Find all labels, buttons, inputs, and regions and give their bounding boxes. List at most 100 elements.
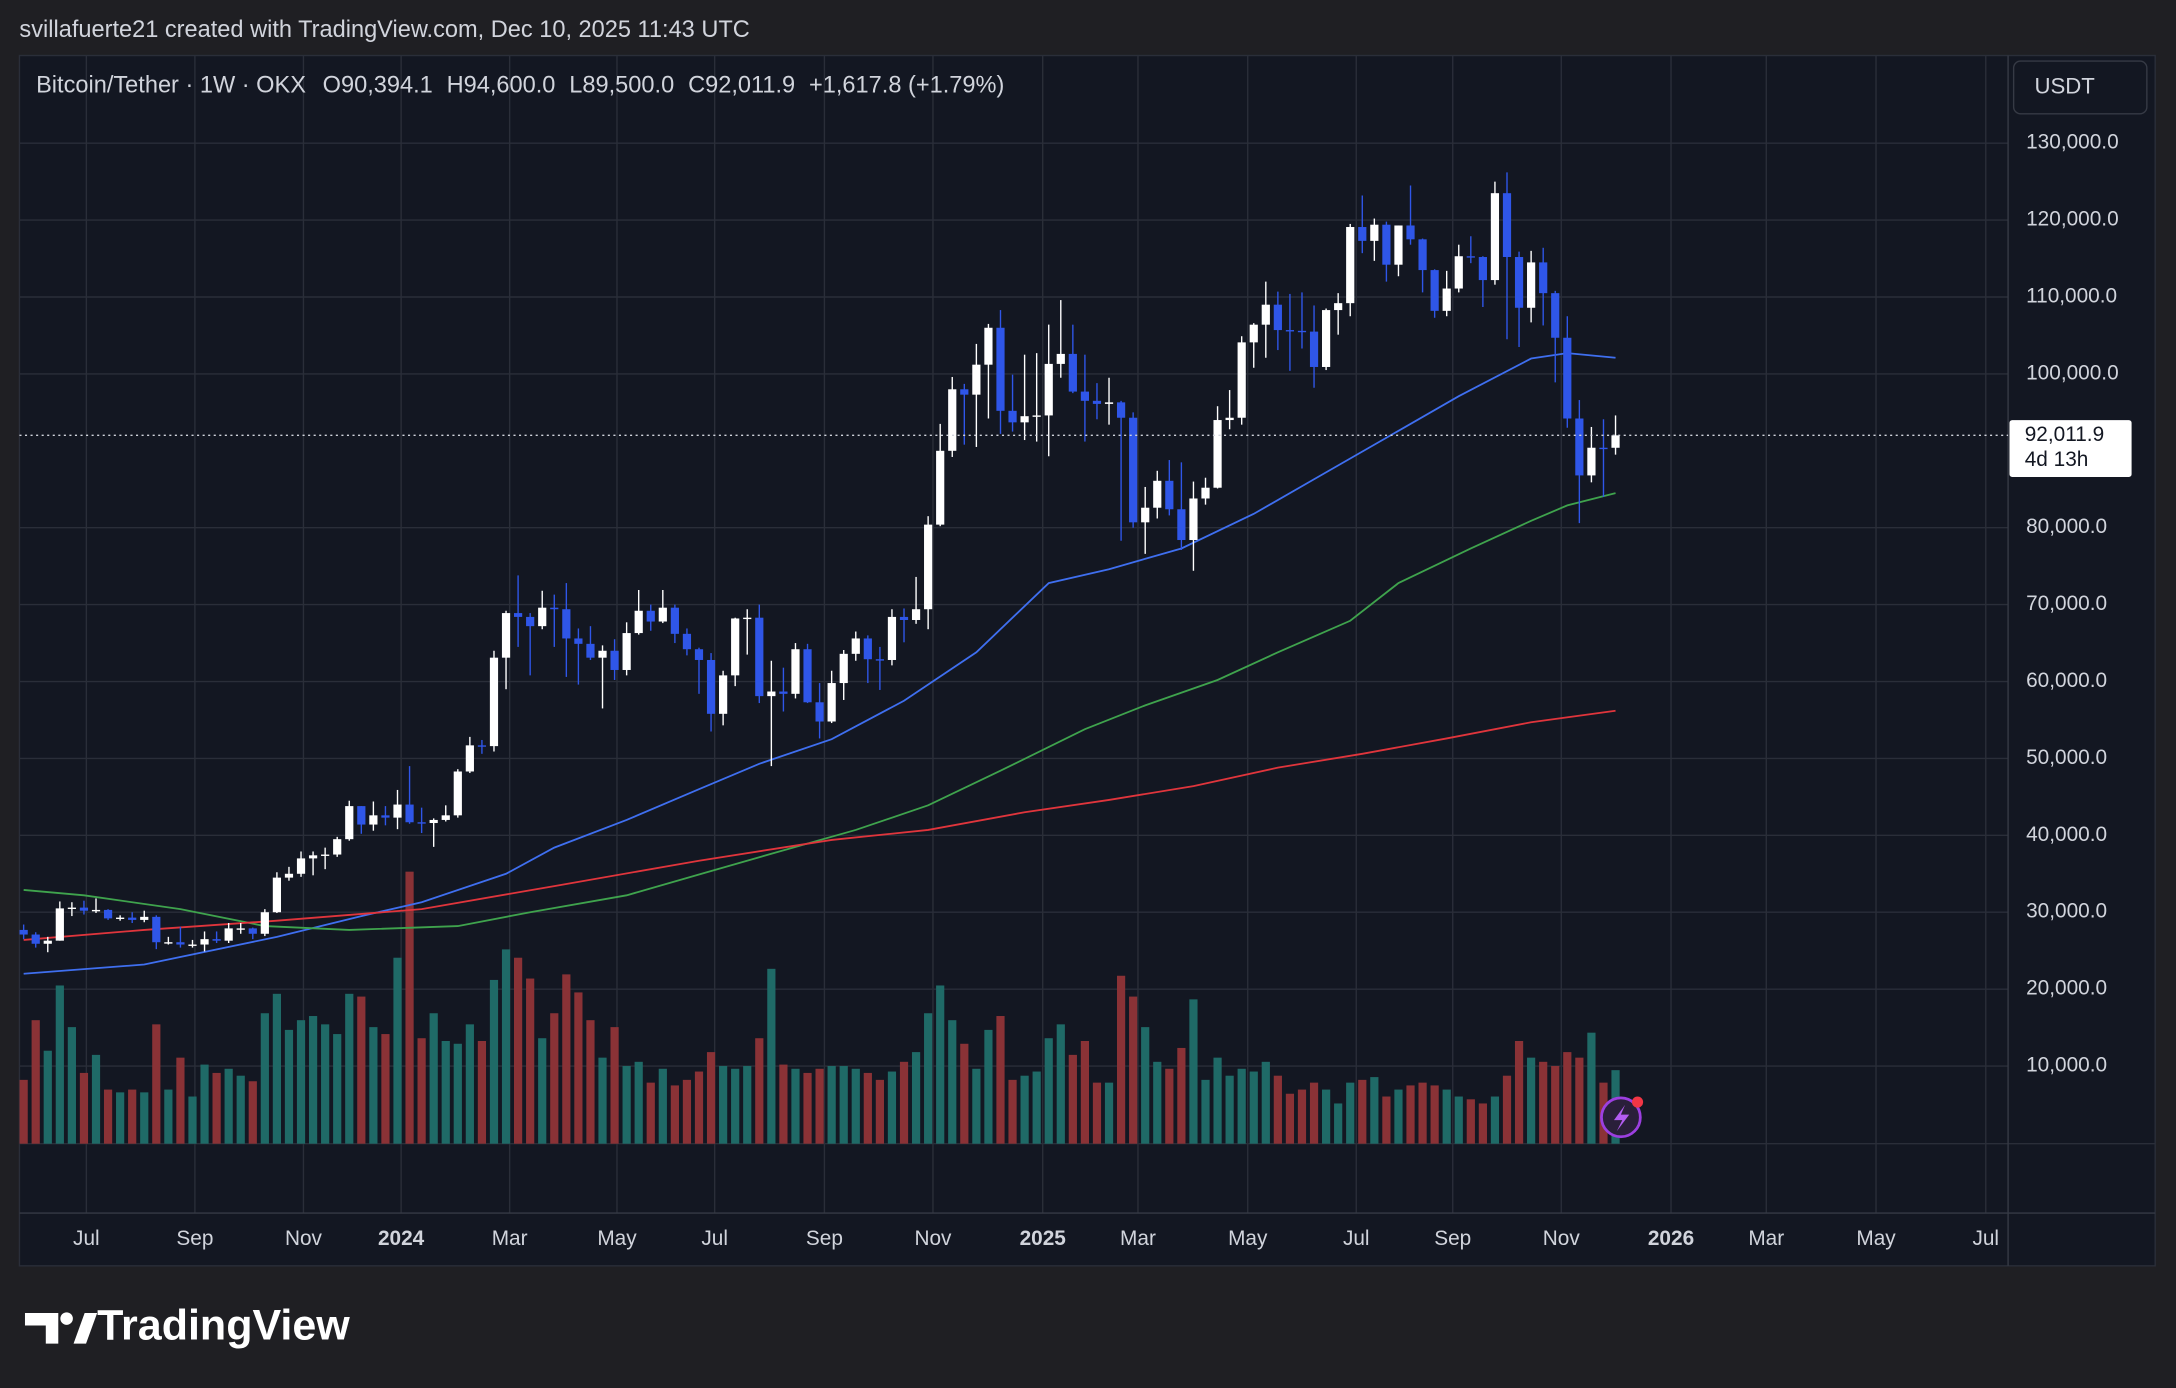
candle-body [1418,239,1427,271]
volume-bar [1056,1024,1065,1144]
candle-body [1201,487,1210,499]
candle-body [1116,402,1126,418]
volume-bar [1141,1027,1150,1144]
volume-bar [719,1065,728,1144]
volume-bar [1080,1041,1090,1144]
candle-body [538,607,547,627]
candle-body [1551,293,1560,338]
candle-body [1044,363,1053,416]
logo-slash [73,1313,98,1344]
volume-bar [1490,1096,1500,1144]
volume-bar [333,1034,342,1144]
volume-bar [140,1092,149,1144]
volume-bar [188,1096,197,1144]
volume-bar [1382,1096,1391,1144]
volume-bar [1309,1082,1319,1144]
volume-bar [1418,1082,1427,1144]
candle-body [550,607,559,610]
candle-body [248,928,257,934]
candle-body [103,909,113,919]
candle-body [936,450,945,525]
candle-body [128,917,137,920]
volume-bar [212,1072,221,1144]
candle-body [586,643,595,658]
volume-bar [1068,1054,1077,1144]
volume-bar [429,1013,438,1144]
volume-bar [369,1027,378,1144]
candle-body [911,609,921,620]
volume-bar [357,996,366,1144]
volume-bar [1153,1061,1162,1144]
volume-bar [694,1071,704,1144]
currency[interactable]: USDT [2034,73,2095,98]
y-tick-label: 10,000.0 [2026,1054,2107,1077]
candle-body [1056,353,1065,364]
volume-bar [1551,1065,1560,1144]
candle-body [501,613,511,658]
y-tick-label: 70,000.0 [2026,592,2107,615]
volume-bar [996,1016,1005,1144]
volume-bar [1237,1068,1246,1144]
volume-bar [1249,1071,1258,1144]
candle-body [417,822,426,824]
volume-bar [767,968,776,1144]
moving-average [23,492,1616,931]
x-tick-label: Jul [701,1227,728,1250]
volume-bar [55,985,64,1144]
candle-body [369,815,378,825]
volume-bar [803,1072,812,1144]
volume-bar [562,974,571,1144]
volume-bar [1104,1082,1114,1144]
ohlc-legend: O90,394.1 H94,600.0 L89,500.0 C92,011.9 +1,6… [323,71,1005,97]
candle-body [1454,256,1463,289]
candle-body [345,806,354,840]
volume-bar [116,1092,125,1144]
x-tick-label: Sep [1434,1227,1471,1250]
candle-body [863,638,872,660]
x-tick-label: 2026 [1648,1227,1694,1250]
volume-bar [79,1072,89,1144]
volume-bar [1406,1085,1415,1144]
volume-bar [815,1068,824,1144]
brand-logo [24,1312,98,1344]
volume-bar [284,1029,294,1144]
x-tick-label: Mar [1120,1227,1156,1250]
candle-body [393,804,402,818]
volume-bar [296,1020,306,1144]
candle-body [972,364,981,395]
volume-bar [1129,996,1138,1144]
candle-body [1237,342,1246,418]
x-tick-label: 2025 [1020,1227,1066,1250]
countdown: 4d 13h [2025,448,2089,471]
candle-body [1358,227,1367,241]
candle-body [948,389,957,451]
candle-body [212,939,221,941]
watermark: svillafuerte21 created with TradingView.… [19,16,749,42]
candle-body [1080,391,1090,401]
moving-average [23,709,1616,941]
candle-body [1370,224,1379,241]
candle-body [827,683,836,722]
volume-bar [550,1013,559,1144]
y-tick-label: 20,000.0 [2026,977,2107,1000]
volume-bar [453,1043,462,1144]
volume-bar [960,1043,969,1144]
candle-body [489,657,499,747]
candle-body [1514,257,1524,308]
volume-bar [1539,1061,1548,1144]
candle-body [658,607,667,622]
x-tick-label: Sep [806,1227,843,1250]
x-tick-label: Mar [492,1227,528,1250]
candle-body [839,653,848,684]
candle-body [1478,257,1487,281]
volume-bar [1502,1075,1512,1144]
currency-button[interactable] [2012,60,2148,115]
volume-bar [91,1054,101,1144]
volume-bar [381,1034,390,1144]
candle-body [924,524,933,610]
x-tick-label: Nov [285,1227,323,1250]
volume-bar [1008,1079,1017,1144]
volume-bar [248,1081,257,1144]
candle-body [296,858,306,874]
